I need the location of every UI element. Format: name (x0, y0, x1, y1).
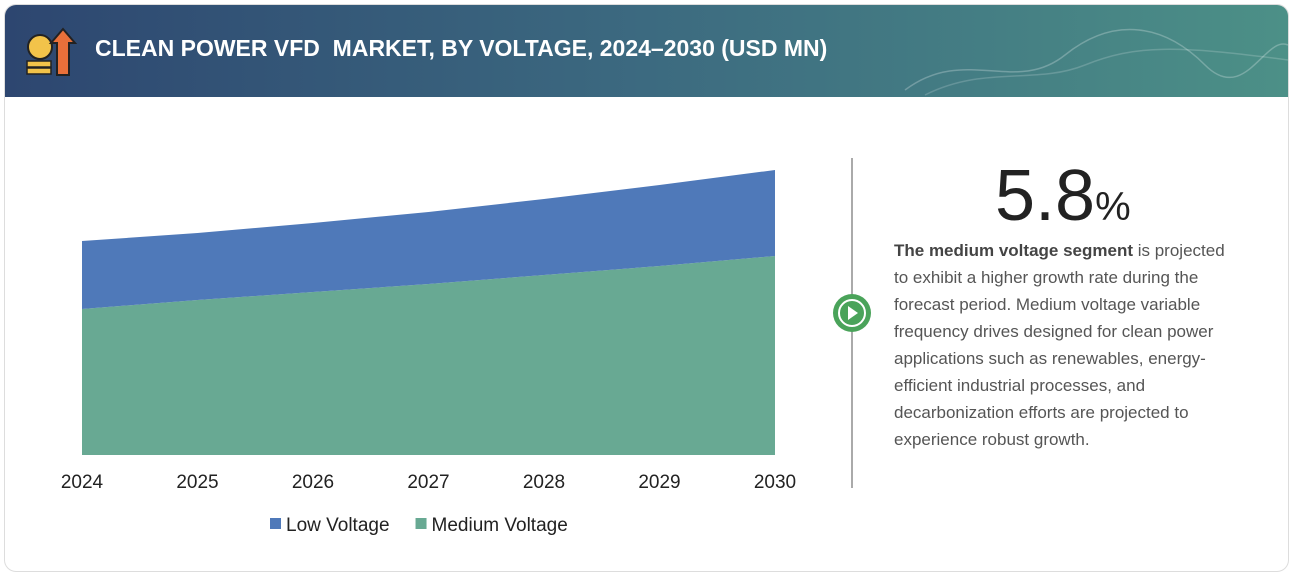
chart-title: CLEAN POWER VFD MARKET, BY VOLTAGE, 2024… (95, 35, 828, 61)
x-tick-label: 2026 (292, 472, 334, 493)
play-ring (838, 299, 866, 327)
legend-swatch (270, 518, 281, 529)
x-tick-label: 2025 (176, 472, 218, 493)
x-tick-label: 2029 (638, 472, 680, 493)
header: CLEAN POWER VFD MARKET, BY VOLTAGE, 2024… (5, 5, 1288, 97)
highlight-number: 5.8 (995, 156, 1096, 236)
highlight-unit: % (1095, 185, 1131, 229)
legend-swatch (415, 518, 427, 529)
x-tick-label: 2024 (61, 472, 104, 493)
play-icon (848, 306, 858, 320)
description-bold: The medium voltage segment (894, 241, 1133, 260)
area (82, 170, 775, 309)
header-decor (26, 27, 1288, 96)
x-tick-label: 2028 (523, 472, 565, 493)
x-tick-label: 2027 (407, 472, 449, 493)
description: The medium voltage segment is projected … (894, 237, 1239, 453)
legend-label: Medium Voltage (432, 515, 568, 536)
legend-label: Low Voltage (286, 515, 390, 536)
highlight: 5.8% (995, 155, 1131, 237)
x-tick-label: 2030 (754, 472, 796, 493)
area (82, 256, 775, 455)
description-text: is projected to exhibit a higher growth … (894, 241, 1225, 449)
